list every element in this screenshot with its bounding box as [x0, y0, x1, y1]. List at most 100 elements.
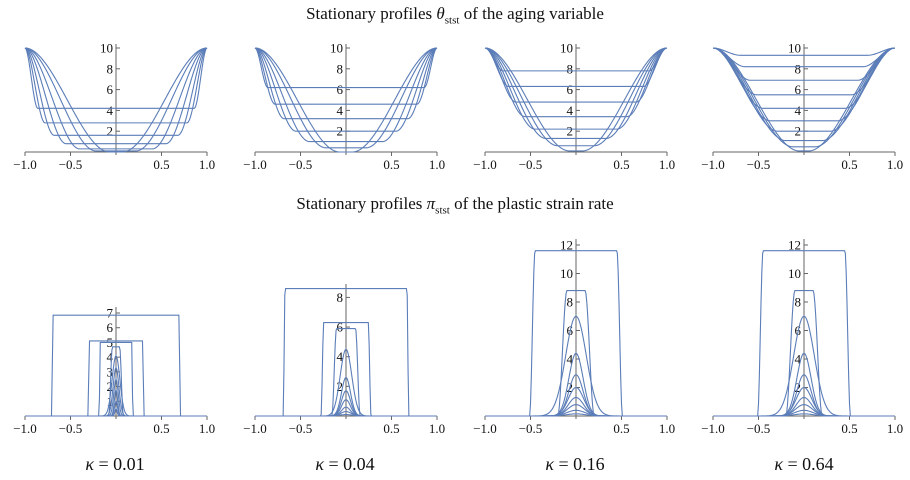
y-tick-label: 2: [567, 124, 574, 139]
profile-curve: [24, 47, 208, 152]
y-tick-label: 4: [795, 352, 802, 367]
profile-curve: [254, 47, 438, 153]
x-tick-label: 0.5: [153, 157, 169, 172]
x-tick-label: 1.0: [199, 421, 215, 436]
x-tick-label: −1.0: [13, 421, 37, 436]
x-tick-label: −1.0: [243, 421, 267, 436]
bottom-row-title: Stationary profiles πstst of the plastic…: [0, 194, 910, 216]
profile-curve: [712, 47, 896, 122]
y-tick-label: 6: [337, 320, 344, 335]
kappa-value: = 0.16: [553, 454, 605, 474]
x-tick-label: −0.5: [747, 157, 771, 172]
profile-curve: [255, 413, 437, 417]
x-tick-label: 0.5: [841, 421, 857, 436]
x-tick-label: 1.0: [429, 421, 445, 436]
y-tick-label: 12: [560, 238, 573, 253]
x-tick-label: −0.5: [289, 421, 313, 436]
profile-curve: [484, 47, 668, 72]
profile-curve: [712, 47, 896, 152]
y-tick-label: 6: [107, 320, 114, 335]
profile-curve: [484, 47, 668, 152]
profile-curve: [484, 47, 668, 130]
x-tick-label: −0.5: [59, 421, 83, 436]
profile-curve: [24, 47, 208, 145]
y-tick-label: 10: [788, 266, 801, 281]
profile-curve: [254, 47, 438, 143]
x-tick-label: −0.5: [519, 421, 543, 436]
y-tick-label: 10: [560, 266, 573, 281]
profile-curve: [254, 47, 438, 105]
x-tick-label: 1.0: [659, 421, 675, 436]
x-tick-label: 0.5: [613, 157, 629, 172]
pi-symbol: π: [426, 194, 436, 213]
x-tick-label: −0.5: [519, 157, 543, 172]
pi-subscript: stst: [435, 204, 450, 217]
profile-curve: [24, 47, 208, 150]
kappa-value: = 0.01: [93, 454, 145, 474]
y-tick-label: 4: [567, 352, 574, 367]
y-tick-label: 4: [107, 103, 114, 118]
x-tick-label: −1.0: [473, 157, 497, 172]
theta-subscript: stst: [444, 14, 460, 27]
profile-curve: [712, 47, 896, 96]
x-tick-label: 1.0: [199, 157, 215, 172]
y-tick-label: 2: [107, 124, 114, 139]
panel-theta-3: −1.0 −0.5 0.5 1.0 2 4 6 8 10: [473, 41, 675, 173]
x-tick-label: −0.5: [289, 157, 313, 172]
kappa-value: = 0.04: [323, 454, 375, 474]
profile-curve: [484, 47, 668, 118]
y-tick-label: 4: [337, 103, 344, 118]
kappa-value: = 0.64: [782, 454, 834, 474]
y-tick-label: 4: [107, 350, 114, 365]
y-tick-label: 4: [337, 349, 344, 364]
x-tick-label: −1.0: [13, 157, 37, 172]
profile-curve: [24, 47, 208, 153]
y-tick-label: 6: [337, 82, 344, 97]
y-tick-label: 10: [788, 41, 801, 56]
kappa-label-1: κ = 0.01: [15, 454, 215, 475]
y-tick-label: 8: [795, 295, 802, 310]
y-tick-label: 6: [795, 82, 802, 97]
y-tick-label: 8: [337, 290, 344, 305]
y-tick-label: 2: [337, 379, 344, 394]
x-tick-label: 0.5: [613, 421, 629, 436]
y-tick-label: 8: [337, 61, 344, 76]
profile-curve: [254, 47, 438, 149]
y-tick-label: 6: [567, 82, 574, 97]
profile-curve: [713, 413, 895, 417]
x-tick-label: 0.5: [841, 157, 857, 172]
profile-curve: [712, 47, 896, 132]
top-title-suffix: of the aging variable: [459, 4, 604, 23]
profile-curve: [25, 314, 207, 417]
y-tick-label: 10: [560, 41, 573, 56]
x-tick-label: −1.0: [473, 421, 497, 436]
x-tick-label: 1.0: [429, 157, 445, 172]
bottom-title-prefix: Stationary profiles: [296, 194, 427, 213]
profile-curve: [254, 47, 438, 132]
x-tick-label: 0.5: [383, 157, 399, 172]
kappa-label-4: κ = 0.64: [704, 454, 904, 475]
x-tick-label: −1.0: [243, 157, 267, 172]
x-tick-label: 0.5: [153, 421, 169, 436]
y-tick-label: 8: [567, 61, 574, 76]
profile-curve: [485, 413, 667, 417]
x-tick-label: 1.0: [887, 157, 903, 172]
x-tick-label: −1.0: [701, 157, 725, 172]
panel-pi-2: −1.0 −0.5 0.5 1.0 2 4 6 8: [243, 284, 445, 436]
x-tick-label: 0.5: [383, 421, 399, 436]
kappa-symbol: κ: [315, 454, 324, 474]
bottom-title-suffix: of the plastic strain rate: [449, 194, 614, 213]
kappa-symbol: κ: [85, 454, 94, 474]
profile-curve: [484, 47, 668, 88]
x-tick-label: −0.5: [747, 421, 771, 436]
y-tick-label: 8: [795, 61, 802, 76]
y-tick-label: 10: [100, 41, 113, 56]
y-tick-label: 3: [107, 364, 114, 379]
kappa-label-3: κ = 0.16: [475, 454, 675, 475]
x-tick-label: 1.0: [659, 157, 675, 172]
